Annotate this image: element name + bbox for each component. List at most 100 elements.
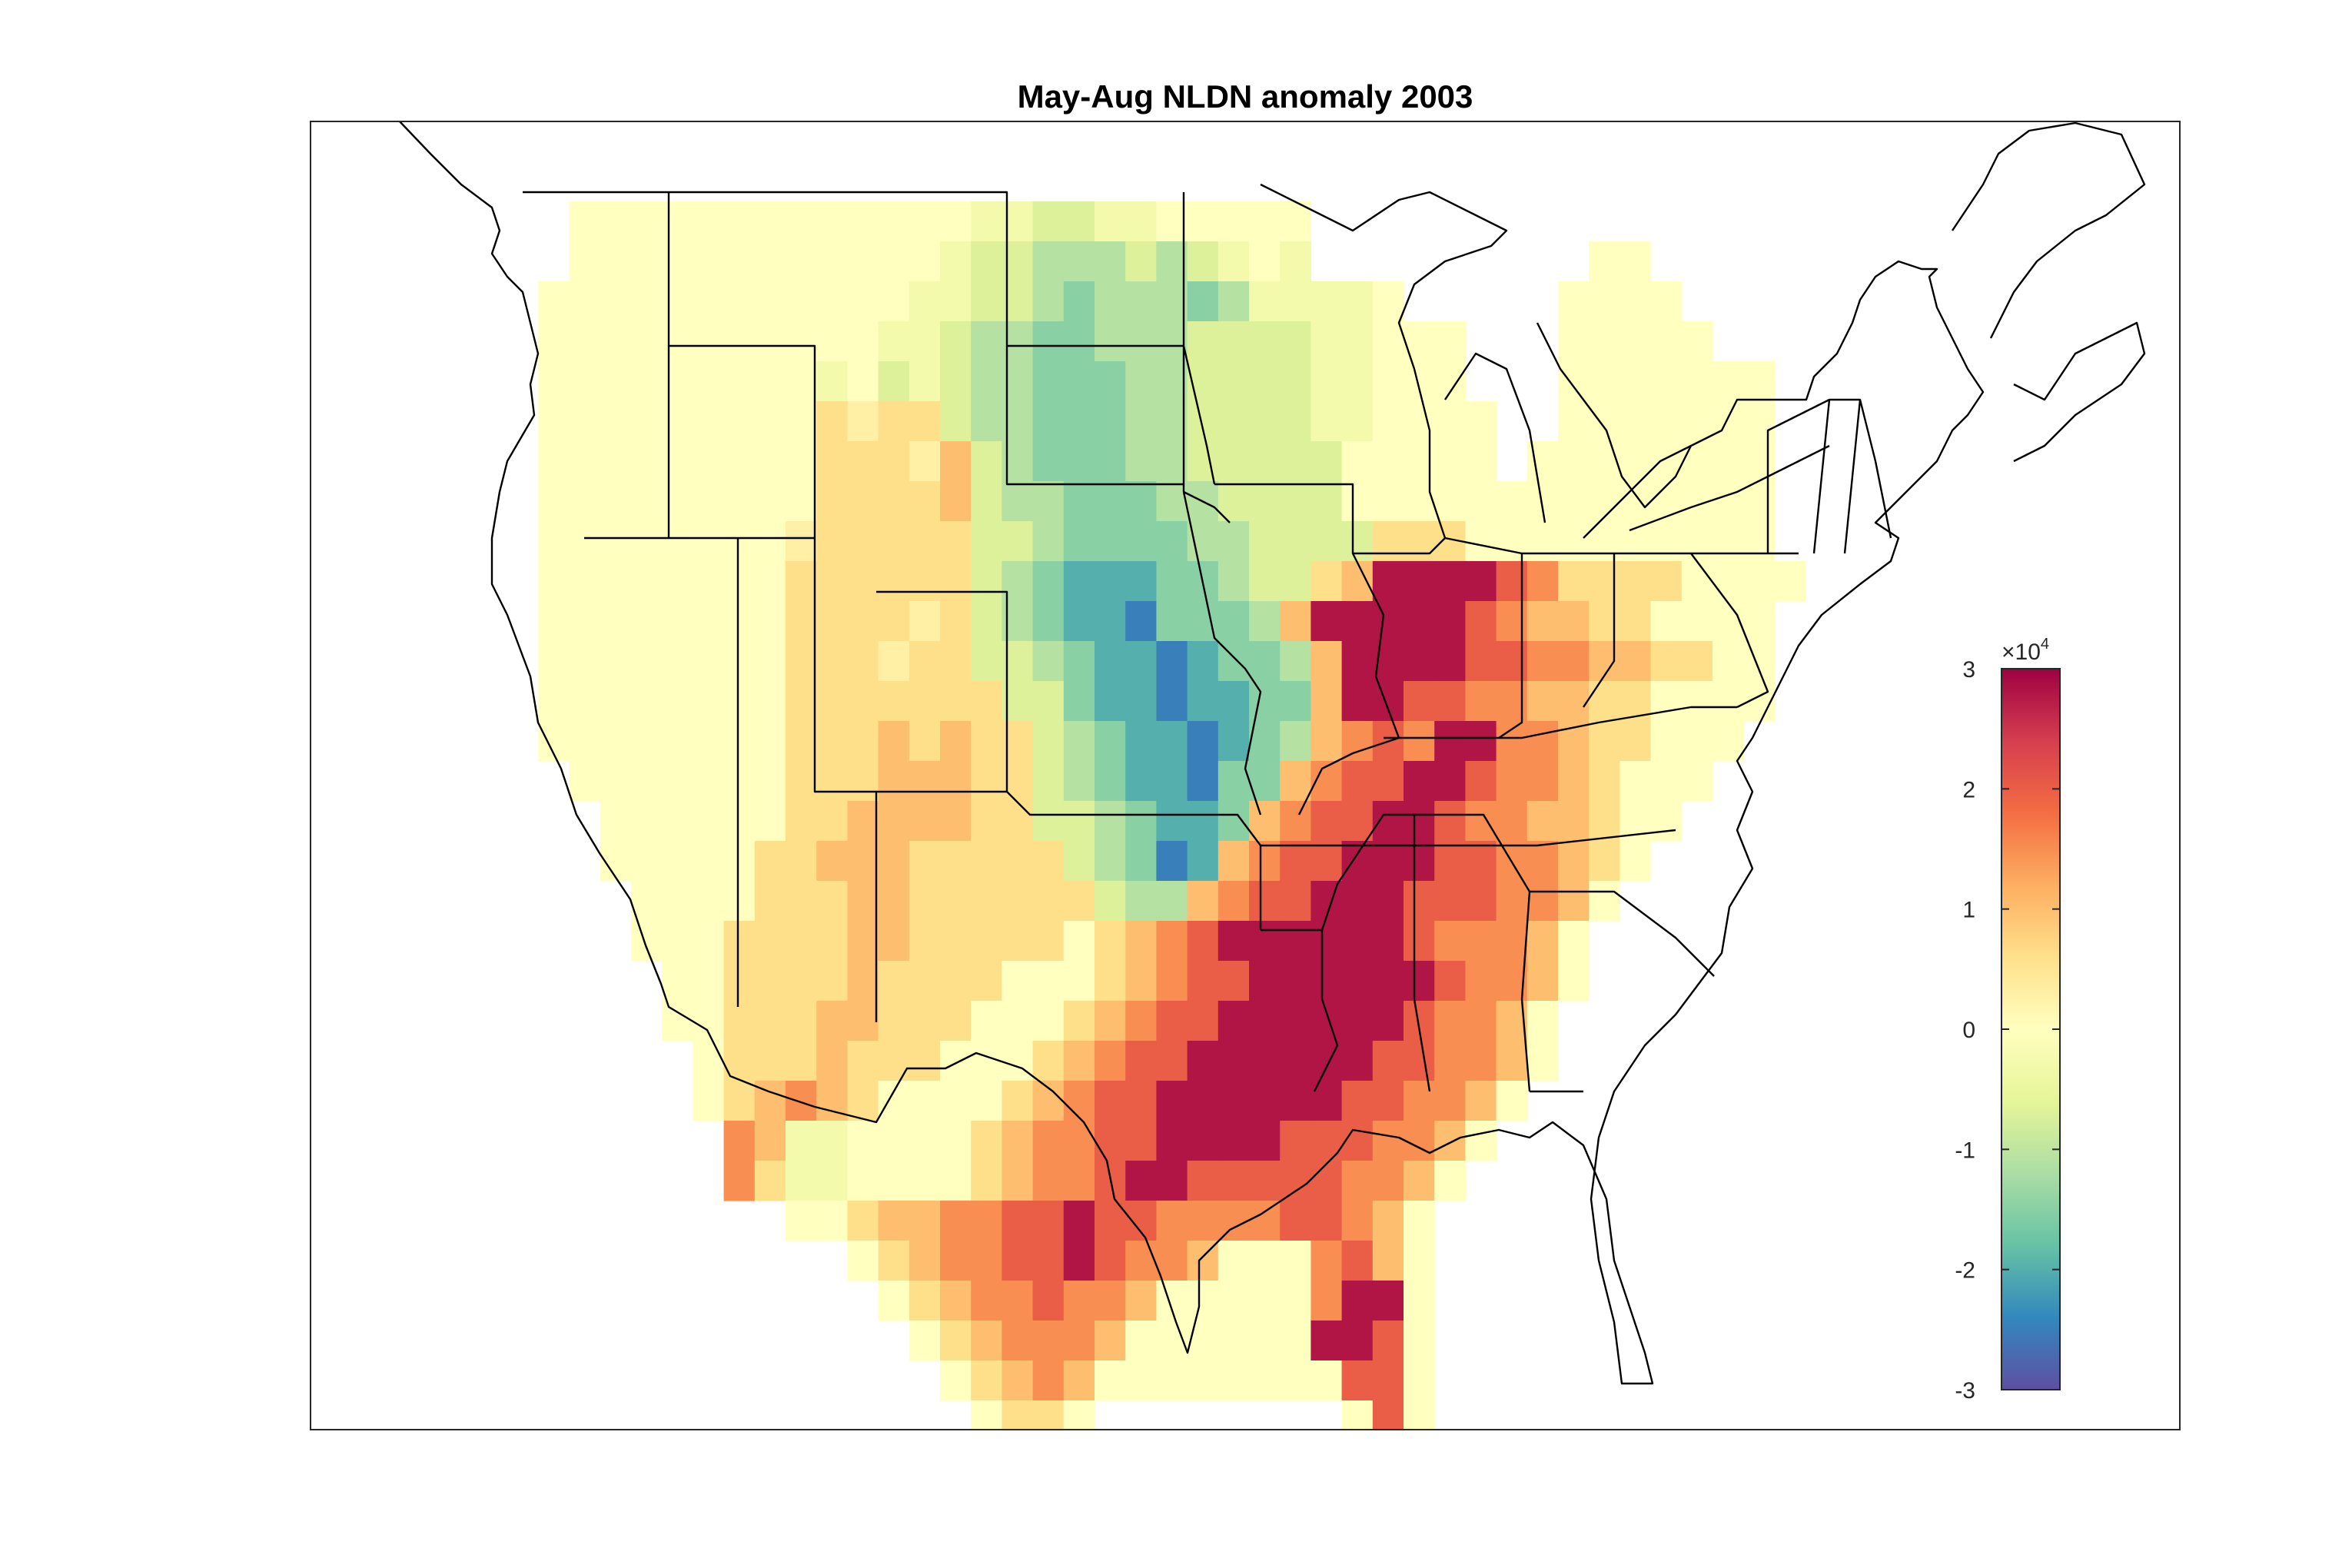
grid-cell [600, 281, 632, 322]
grid-cell [538, 641, 570, 682]
grid-cell [1372, 1360, 1404, 1401]
grid-cell [754, 601, 786, 642]
grid-cell [1589, 721, 1620, 762]
grid-cell [1280, 1321, 1311, 1361]
grid-cell [1341, 1400, 1374, 1430]
grid-cell [1372, 1041, 1404, 1081]
grid-cell [1063, 321, 1095, 362]
grid-cell [1095, 961, 1126, 1002]
grid-cell [1125, 721, 1157, 762]
grid-cell [1156, 1360, 1188, 1401]
grid-cell [878, 241, 910, 282]
grid-cell [1156, 841, 1188, 882]
grid-cell [1187, 961, 1219, 1002]
grid-cell [909, 1041, 941, 1081]
grid-cell [940, 641, 972, 682]
grid-cell [1249, 401, 1281, 442]
grid-cell [1404, 921, 1435, 962]
grid-cell [786, 1161, 817, 1201]
grid-cell [1341, 801, 1374, 842]
grid-cell [693, 721, 725, 762]
grid-cell [1156, 361, 1188, 402]
grid-cell [1372, 801, 1404, 842]
grid-cell [940, 201, 972, 242]
grid-cell [1032, 1201, 1065, 1241]
grid-cell [1650, 801, 1683, 842]
grid-cell [1280, 1001, 1311, 1041]
grid-cell [909, 1161, 941, 1201]
grid-cell [1095, 401, 1126, 442]
grid-cell [1125, 841, 1157, 882]
grid-cell [723, 721, 756, 762]
grid-cell [1465, 681, 1497, 722]
grid-cell [569, 561, 601, 602]
canada-coast [1952, 121, 2146, 463]
grid-cell [971, 881, 1002, 922]
grid-cell [1465, 521, 1497, 562]
grid-cell [1156, 641, 1188, 682]
grid-cell [1311, 481, 1343, 522]
grid-cell [1063, 241, 1095, 282]
grid-cell [1341, 961, 1374, 1002]
grid-cell [1249, 1161, 1281, 1201]
grid-cell [971, 601, 1002, 642]
grid-cell [847, 1081, 879, 1121]
grid-cell [1341, 561, 1374, 602]
grid-cell [909, 801, 941, 842]
grid-cell [1125, 241, 1157, 282]
grid-cell [1156, 561, 1188, 602]
grid-cell [1032, 561, 1065, 602]
grid-cell [1032, 641, 1065, 682]
grid-cell [1743, 361, 1775, 402]
grid-cell [1465, 561, 1497, 602]
grid-cell [1558, 481, 1590, 522]
grid-cell [847, 361, 879, 402]
grid-cell [600, 361, 632, 402]
grid-cell [1156, 1001, 1188, 1041]
grid-cell [940, 441, 972, 482]
map-title: May-Aug NLDN anomaly 2003 [1018, 78, 1473, 115]
grid-cell [1465, 401, 1497, 442]
grid-cell [940, 281, 972, 322]
grid-cell [816, 961, 848, 1002]
grid-cell [1156, 401, 1188, 442]
grid-cell [940, 1001, 972, 1041]
grid-cell [909, 641, 941, 682]
grid-cell [1713, 681, 1744, 722]
grid-cell [693, 561, 725, 602]
grid-cell [1404, 641, 1435, 682]
grid-cell [786, 441, 817, 482]
grid-cell [971, 1360, 1002, 1401]
grid-cell [816, 921, 848, 962]
grid-cell [1187, 1161, 1219, 1201]
grid-cell [909, 441, 941, 482]
grid-cell [693, 841, 725, 882]
grid-cell [662, 1001, 693, 1041]
grid-cell [1526, 761, 1559, 802]
grid-cell [971, 1121, 1002, 1161]
grid-cell [909, 241, 941, 282]
grid-cell [1249, 921, 1281, 962]
grid-cell [1095, 1281, 1126, 1321]
grid-cell [1032, 921, 1065, 962]
grid-cell [909, 1241, 941, 1281]
grid-cell [1125, 441, 1157, 482]
grid-cell [1187, 841, 1219, 882]
grid-cell [1650, 601, 1683, 642]
grid-cell [1218, 721, 1250, 762]
grid-cell [1032, 241, 1065, 282]
grid-cell [1280, 921, 1311, 962]
grid-cell [878, 441, 910, 482]
grid-cell [1156, 1041, 1188, 1081]
grid-cell [1095, 481, 1126, 522]
grid-cell [1372, 281, 1404, 322]
grid-cell [1434, 561, 1466, 602]
grid-cell [1372, 1281, 1404, 1321]
grid-cell [723, 921, 756, 962]
grid-cell [1032, 721, 1065, 762]
grid-cell [786, 481, 817, 522]
grid-cell [786, 1201, 817, 1241]
grid-cell [1465, 1121, 1497, 1161]
colorbar-tick-label: 3 [1962, 657, 1975, 683]
grid-cell [1465, 481, 1497, 522]
